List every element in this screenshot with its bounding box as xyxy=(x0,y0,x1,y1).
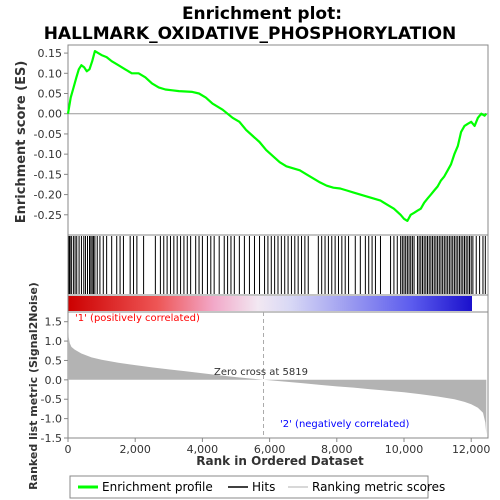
es-ytick-label: 0.00 xyxy=(38,108,63,121)
metric-xtick-label: 12,000 xyxy=(452,443,491,456)
es-ytick-label: -0.25 xyxy=(34,209,62,222)
es-y-ticks: 0.15 0.10 0.05 0.00 -0.05 -0.10 -0.15 -0.20 -0.2… xyxy=(34,47,68,222)
hit-lines xyxy=(68,236,486,294)
positive-correlated-label: '1' (positively correlated) xyxy=(75,313,200,324)
es-panel-frame xyxy=(67,44,489,236)
chart-title-line1: Enrichment plot: xyxy=(182,4,342,24)
metric-ytick-label: -0.5 xyxy=(41,393,62,406)
es-ytick-label: 0.15 xyxy=(38,47,63,60)
metric-xtick-label: 8,000 xyxy=(321,443,353,456)
es-ytick-label: -0.10 xyxy=(34,148,62,161)
legend-frame xyxy=(69,475,429,499)
metric-ytick-label: -1.5 xyxy=(41,432,62,445)
metric-ytick-label: 1.0 xyxy=(45,335,63,348)
es-ytick-label: -0.15 xyxy=(34,168,62,181)
rank-color-bar xyxy=(67,294,489,313)
legend-label-profile: Enrichment profile xyxy=(102,480,213,494)
metric-xtick-label: 2,000 xyxy=(119,443,151,456)
es-ylabel: Enrichment score (ES) xyxy=(14,61,29,224)
legend-label-hits: Hits xyxy=(252,480,275,494)
metric-xtick-label: 10,000 xyxy=(385,443,424,456)
zero-cross-label: Zero cross at 5819 xyxy=(214,367,308,378)
metric-xtick-label: 6,000 xyxy=(254,443,286,456)
metric-x-ticks: 0 2,000 4,000 6,000 8,000 10,000 12,000 xyxy=(65,438,491,456)
es-line xyxy=(66,50,488,222)
es-ytick-label: 0.05 xyxy=(38,88,63,101)
hits-panel xyxy=(67,234,489,296)
color-gradient xyxy=(68,296,472,311)
metric-area xyxy=(68,317,487,435)
legend: Enrichment profile Hits Ranking metric s… xyxy=(69,475,445,499)
metric-ytick-label: 0.5 xyxy=(45,354,63,367)
es-ytick-label: 0.10 xyxy=(38,67,63,80)
metric-xlabel: Rank in Ordered Dataset xyxy=(196,454,364,468)
metric-ytick-label: 1.5 xyxy=(45,316,63,329)
metric-ytick-label: 0.0 xyxy=(45,374,63,387)
negative-correlated-label: '2' (negatively correlated) xyxy=(280,419,409,430)
metric-ytick-label: -1.0 xyxy=(41,413,62,426)
metric-y-ticks: 1.5 1.0 0.5 0.0 -0.5 -1.0 -1.5 xyxy=(41,316,68,445)
metric-xtick-label: 4,000 xyxy=(187,443,219,456)
es-ytick-label: -0.20 xyxy=(34,189,62,202)
metric-xtick-label: 0 xyxy=(65,443,72,456)
es-ytick-label: -0.05 xyxy=(34,128,62,141)
legend-label-metric: Ranking metric scores xyxy=(312,480,445,494)
chart-title-line2: HALLMARK_OXIDATIVE_PHOSPHORYLATION xyxy=(44,24,457,44)
metric-ylabel: Ranked list metric (Signal2Noise) xyxy=(27,282,40,490)
metric-panel: 1.5 1.0 0.5 0.0 -0.5 -1.0 -1.5 0 2,000 4,000 6,00… xyxy=(27,282,490,490)
es-panel: 0.15 0.10 0.05 0.00 -0.05 -0.10 -0.15 -0.20 -0.2… xyxy=(14,44,489,236)
